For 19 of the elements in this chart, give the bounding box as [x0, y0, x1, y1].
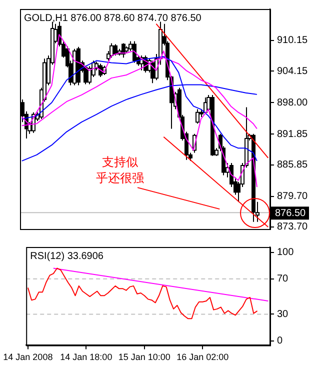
chart-title: GOLD,H1 876.00 878.60 874.70 876.50 [24, 12, 202, 24]
y-tick-label: 891.85 [277, 128, 308, 140]
x-tick-label: 14 Jan 18:00 [60, 352, 112, 362]
ref-line-label: 876.50 [275, 208, 306, 219]
y-tick-label: 879.70 [277, 191, 308, 202]
x-tick-label: 15 Jan 10:00 [118, 352, 170, 362]
y-tick-label: 70 [277, 274, 289, 285]
y-tick-label: 30 [277, 308, 289, 320]
y-tick-label: 873.70 [277, 222, 308, 233]
chart-title: RSI(12) 33.6906 [30, 250, 104, 262]
x-tick-label: 16 Jan 02:00 [176, 352, 229, 362]
y-tick-label: 898.00 [277, 97, 308, 108]
annotation: 支持似乎还很强 [96, 155, 144, 186]
y-tick-label: 100 [277, 247, 294, 258]
y-tick-label: 885.85 [277, 160, 308, 171]
y-tick-label: 0 [277, 336, 283, 347]
x-tick-label: 14 Jan 2008 [3, 352, 53, 362]
y-tick-label: 904.15 [277, 66, 308, 77]
y-tick-label: 910.15 [277, 35, 308, 46]
